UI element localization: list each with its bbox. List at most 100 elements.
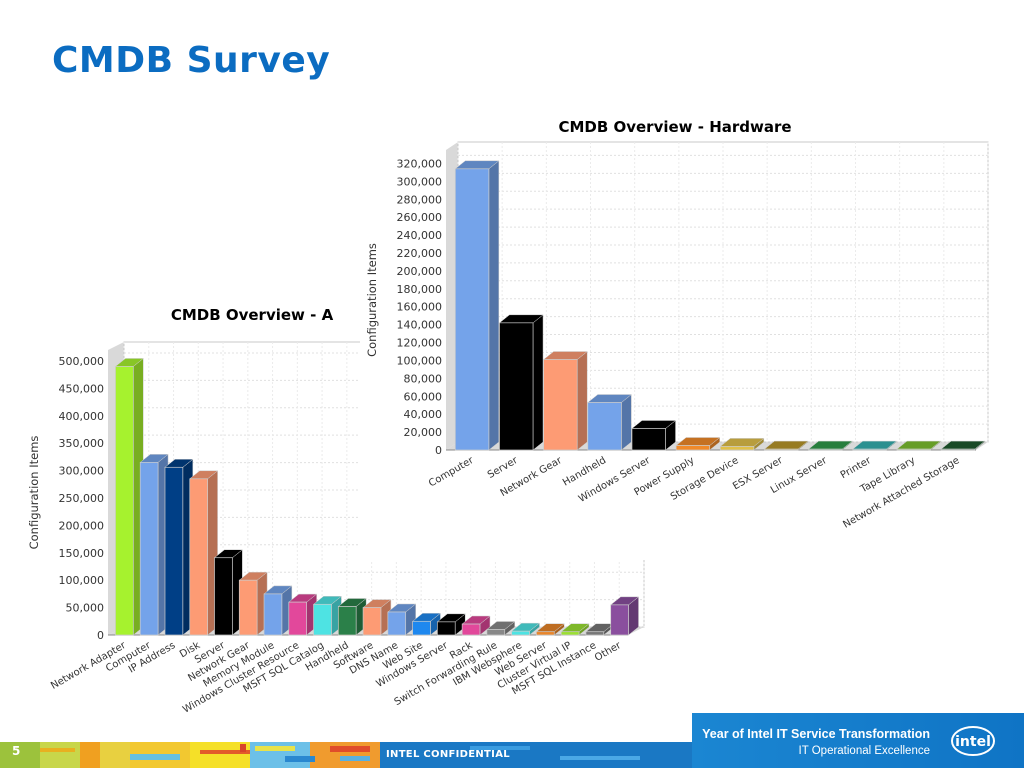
bar-memory-module (263, 585, 293, 636)
bar-front (536, 631, 555, 636)
bar-ip-address (164, 458, 194, 636)
y-tick-label: 300,000 (59, 465, 105, 478)
bar-web-server (535, 623, 565, 636)
bar-front (337, 606, 357, 636)
y-tick-label: 180,000 (397, 283, 443, 296)
bar-front (585, 631, 605, 636)
chart-title: CMDB Overview - Hardware (558, 118, 791, 136)
chart-hardware: CMDB Overview - Hardware 0 20,000 40,000 60,… (360, 110, 1000, 560)
bar-power-supply (675, 437, 721, 451)
bar-windows-server (631, 419, 677, 451)
bar-front (387, 611, 407, 636)
bar-front (139, 462, 159, 636)
bar-printer (852, 440, 898, 451)
bar-front (511, 630, 530, 636)
bar-front (560, 631, 580, 636)
bar-front (412, 620, 431, 636)
bar-dns-name (387, 603, 417, 636)
intel-logo-icon: intel (951, 726, 995, 756)
y-tick-label: 150,000 (59, 547, 105, 560)
bar-front (499, 322, 534, 451)
y-axis-label: Configuration Items (27, 436, 41, 550)
bar-front (214, 557, 233, 636)
bar-switch-forwarding-rule (486, 620, 516, 636)
bar-network-adapter (114, 357, 145, 636)
bar-front (288, 601, 307, 636)
y-tick-label: 200,000 (59, 519, 105, 532)
bar-windows-server (436, 613, 466, 636)
y-tick-label: 220,000 (397, 247, 443, 260)
bar-network-gear (542, 351, 588, 451)
chart-title: CMDB Overview - A (171, 306, 334, 324)
bar-disk (189, 470, 219, 636)
y-tick-label: 260,000 (397, 211, 443, 224)
bar-side (576, 351, 588, 451)
bar-computer (139, 453, 169, 636)
bar-server (498, 314, 544, 451)
y-tick-label: 20,000 (404, 426, 443, 439)
footer-tagline-sub: IT Operational Excellence (798, 745, 930, 757)
y-tick-label: 250,000 (59, 492, 105, 505)
bar-computer (454, 160, 500, 451)
y-tick-label: 400,000 (59, 410, 105, 423)
bar-linux-server (807, 440, 853, 451)
bar-front (852, 448, 887, 451)
bar-front (164, 466, 184, 636)
bar-front (437, 621, 456, 636)
y-tick-label: 300,000 (397, 175, 443, 188)
confidential-label: INTEL CONFIDENTIAL (386, 749, 510, 760)
bar-rack (461, 615, 491, 636)
y-tick-label: 100,000 (59, 574, 105, 587)
bar-handheld (587, 394, 633, 451)
bar-tape-library (896, 440, 942, 451)
y-tick-label: 120,000 (397, 337, 443, 350)
y-tick-label: 200,000 (397, 265, 443, 278)
slide-title: CMDB Survey (52, 40, 331, 81)
y-tick-label: 500,000 (59, 355, 105, 368)
y-tick-label: 40,000 (404, 408, 443, 421)
bar-front (587, 402, 622, 451)
y-tick-label: 280,000 (397, 193, 443, 206)
bar-cluster-virtual-ip (560, 623, 590, 636)
bar-esx-server (763, 440, 809, 451)
y-tick-label: 350,000 (59, 437, 105, 450)
bar-front (808, 448, 843, 451)
y-tick-label: 0 (435, 444, 442, 457)
footer-brand-panel (692, 713, 1024, 768)
bar-network-gear (238, 571, 268, 636)
bar-front (719, 446, 755, 451)
footer-decorative-strip (0, 742, 1024, 768)
bar-front (675, 445, 711, 451)
bar-network-attached-storage (940, 440, 986, 451)
bar-windows-cluster-resource (288, 593, 318, 636)
bar-front (313, 603, 332, 636)
y-tick-label: 80,000 (404, 372, 443, 385)
bar-side (488, 160, 500, 451)
y-tick-label: 160,000 (397, 301, 443, 314)
y-tick-label: 60,000 (404, 390, 443, 403)
bar-front (486, 629, 506, 636)
bar-front (238, 579, 258, 636)
bar-front (263, 593, 283, 636)
y-tick-label: 140,000 (397, 319, 443, 332)
bar-side (621, 394, 632, 451)
bar-front (115, 366, 134, 636)
bar-front (362, 607, 382, 636)
bar-front (940, 448, 976, 451)
x-category-label: Other (593, 640, 624, 664)
bar-ibm-websphere (510, 622, 541, 636)
bar-handheld (337, 597, 367, 636)
intel-logo: intel (950, 724, 996, 758)
y-tick-label: 50,000 (66, 602, 105, 615)
footer-tagline-main: Year of Intel IT Service Transformation (702, 727, 930, 741)
y-tick-label: 450,000 (59, 382, 105, 395)
page-number: 5 (12, 744, 21, 758)
bar-front (610, 604, 629, 636)
bar-front (543, 359, 578, 451)
bar-front (189, 478, 208, 636)
bar-front (896, 448, 931, 451)
bar-front (631, 428, 666, 451)
bar-other (609, 596, 640, 636)
y-tick-label: 0 (97, 629, 104, 642)
bar-front (461, 623, 481, 636)
